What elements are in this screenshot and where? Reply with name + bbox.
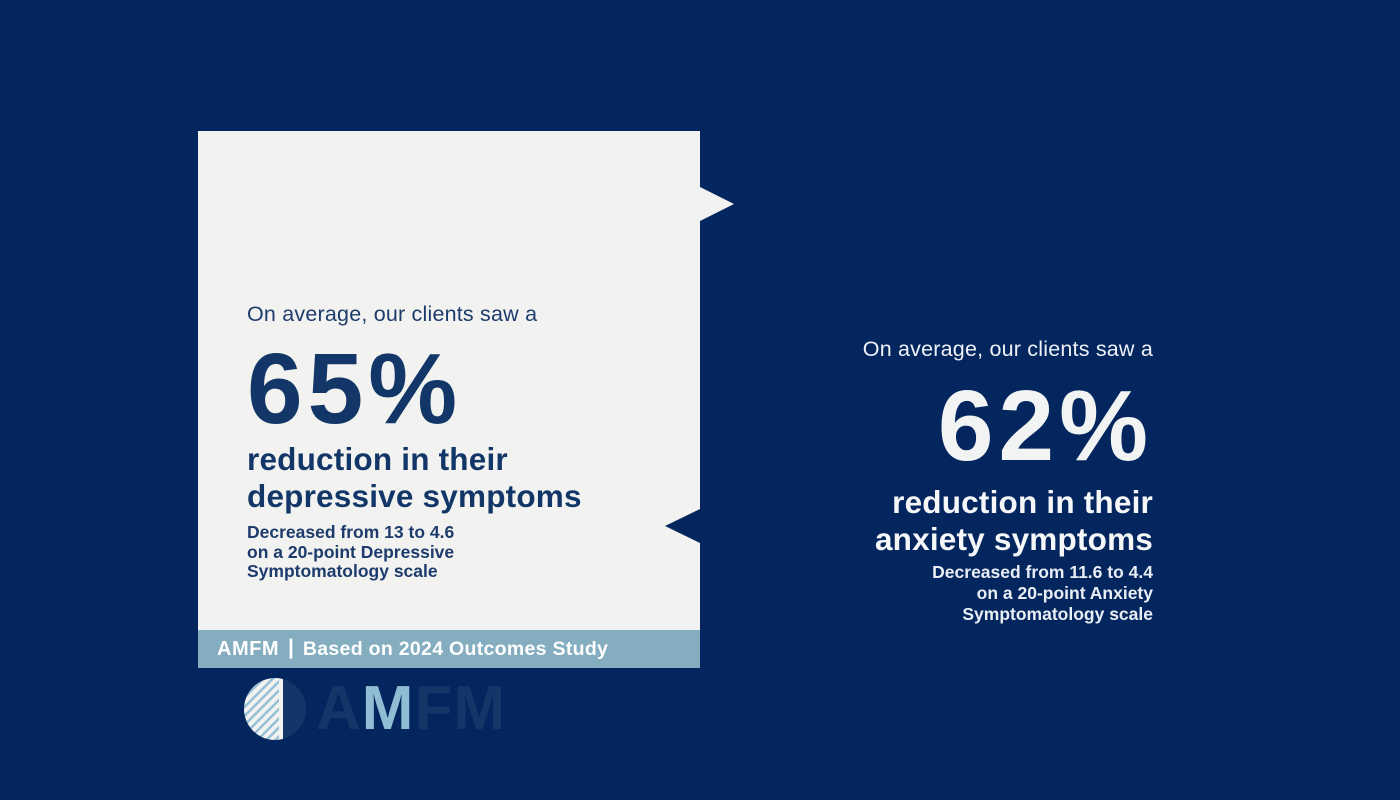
depression-note-line3: Symptomatology scale: [247, 561, 438, 581]
amfm-logo-wordmark: AMFM: [316, 678, 506, 740]
logo-gap: [279, 678, 283, 740]
depression-headline-line1: reduction in their: [247, 441, 508, 477]
depression-end-score: 4.6: [429, 522, 455, 542]
logo-letter-m1: M: [361, 674, 415, 743]
footer-separator: |: [287, 636, 294, 659]
footer-source-text: Based on 2024 Outcomes Study: [302, 637, 609, 660]
anxiety-headline-line2: anxiety symptoms: [874, 521, 1153, 557]
amfm-logo-circle-icon: [244, 678, 306, 740]
depression-stat-content: On average, our clients saw a 65% reduct…: [247, 301, 667, 582]
anxiety-headline: reduction in their anxiety symptoms: [673, 484, 1153, 558]
depression-headline: reduction in their depressive symptoms: [247, 441, 667, 515]
anxiety-scale-note: Decreased from 11.6 to 4.4 on a 20-point …: [673, 562, 1153, 625]
anxiety-end-score: 4.4: [1128, 562, 1153, 582]
depression-note-line2: on a 20-point Depressive: [247, 541, 455, 562]
anxiety-stat-block: On average, our clients saw a 62% reduct…: [673, 336, 1153, 625]
anxiety-note-line3: Symptomatology scale: [962, 604, 1153, 624]
depression-stat-card: On average, our clients saw a 65% reduct…: [198, 131, 734, 740]
footer-brand: AMFM: [217, 637, 279, 660]
amfm-logo: AMFM: [244, 678, 506, 740]
anxiety-note-line2: on a 20-point Anxiety: [976, 583, 1153, 603]
logo-striped-half: [244, 678, 279, 740]
anxiety-note-part2: to: [1102, 562, 1129, 582]
logo-letter-m2: M: [453, 674, 506, 743]
speech-bubble-arrow-right-icon: [700, 187, 734, 221]
depression-percentage: 65%: [247, 333, 463, 445]
anxiety-intro-text: On average, our clients saw a: [862, 337, 1153, 361]
anxiety-percentage: 62%: [937, 370, 1153, 482]
depression-note-part2: to: [403, 522, 430, 542]
depression-scale-note: Decreased from 13 to 4.6 on a 20-point De…: [247, 522, 667, 582]
logo-letter-f: F: [414, 674, 454, 743]
depression-headline-line2: depressive symptoms: [247, 478, 582, 514]
anxiety-note-part1: Decreased from: [932, 562, 1070, 582]
logo-solid-half: [283, 678, 306, 740]
card-footer-bar: AMFM | Based on 2024 Outcomes Study: [198, 630, 700, 668]
depression-intro-text: On average, our clients saw a: [247, 302, 538, 326]
anxiety-start-score: 11.6: [1069, 562, 1103, 582]
depression-note-part1: Decreased from: [247, 522, 385, 542]
depression-start-score: 13: [384, 522, 404, 542]
logo-letter-a: A: [316, 674, 362, 743]
anxiety-headline-line1: reduction in their: [892, 484, 1153, 520]
